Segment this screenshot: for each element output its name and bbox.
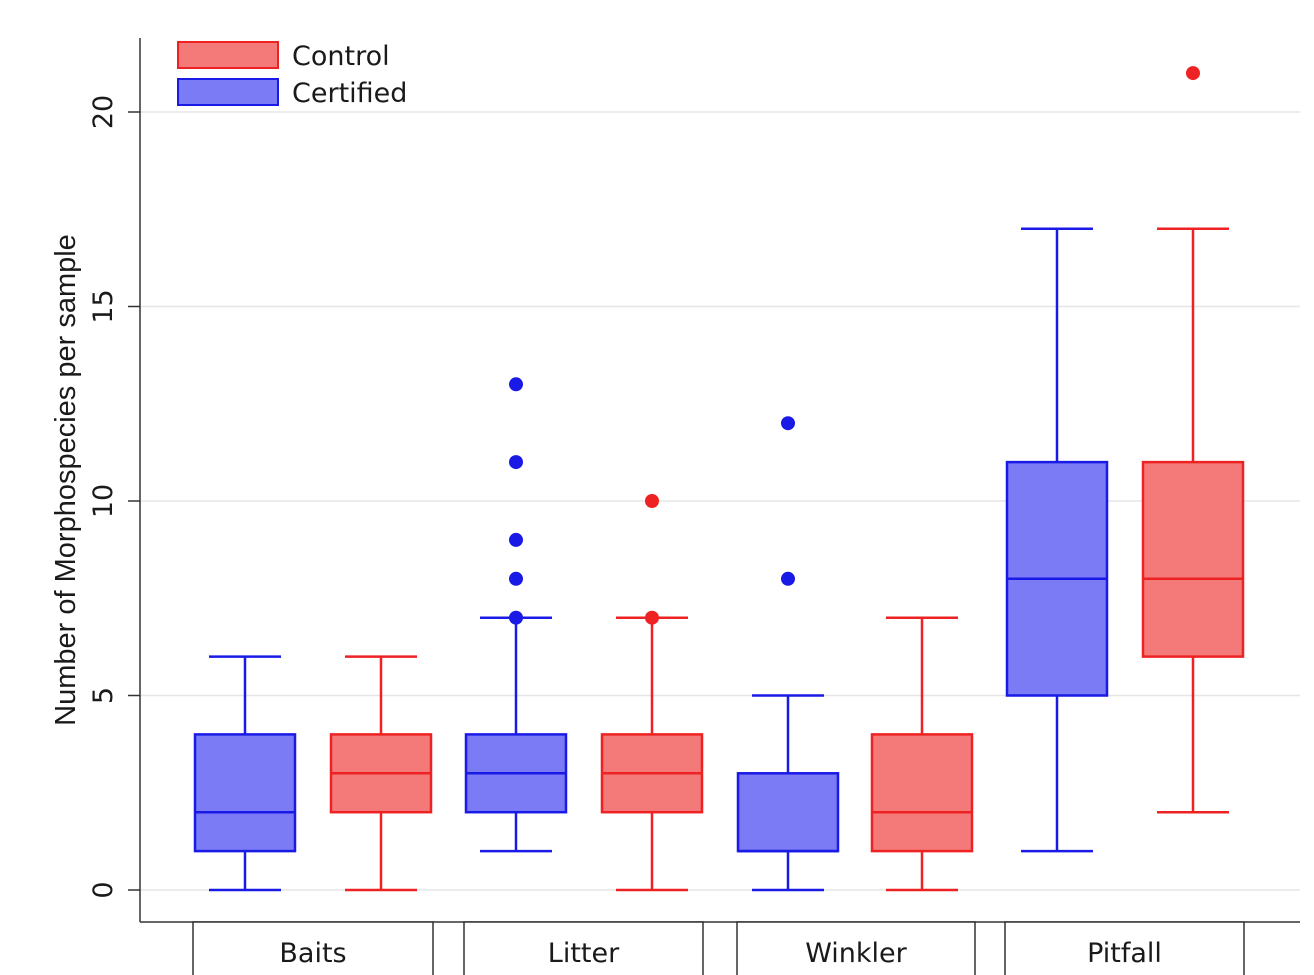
box-winkler-certified [736,416,840,892]
iqr-box [870,733,974,853]
box-litter-certified [464,377,568,853]
outlier-point [509,377,523,392]
panel-winkler: Winkler [736,921,976,975]
outlier-point [645,610,659,625]
legend-entry-control: Control [177,41,390,72]
box-baits-control [329,655,433,892]
outlier-point [509,455,523,470]
outlier-point [509,571,523,586]
box-baits-certified [193,655,297,892]
outlier-point [1186,66,1200,81]
plot-frame [140,38,1300,922]
outlier-point [781,571,795,586]
boxes-layer [193,66,1245,892]
legend-label: Control [292,41,390,72]
x-panel-labels: Baits Litter Winkler Pitfall [192,921,1245,975]
legend-label: Certified [292,78,407,109]
panel-label: Pitfall [1087,938,1162,969]
iqr-box [1141,460,1245,658]
outlier-point [509,532,523,547]
box-winkler-control [870,616,974,892]
legend: Control Certified [177,41,407,109]
panel-pitfall: Pitfall [1004,921,1245,975]
y-tick-label: 0 [88,881,119,898]
panel-litter: Litter [463,921,704,975]
iqr-box [193,733,297,853]
legend-swatch [177,41,279,69]
box-pitfall-certified [1005,227,1109,853]
panel-label: Winkler [805,938,907,969]
y-axis-label: Number of Morphospecies per sample [50,234,82,726]
panel-baits: Baits [192,921,434,975]
outlier-point [509,610,523,625]
outlier-point [781,416,795,431]
panel-box [192,921,434,975]
box-pitfall-control [1141,66,1245,814]
outlier-point [645,494,659,508]
y-tick-label: 5 [88,687,119,704]
y-tick-label: 10 [88,484,119,518]
panel-box [463,921,704,975]
iqr-box [736,772,840,853]
y-tick-label: 20 [88,95,119,129]
y-tick-label: 15 [88,289,119,323]
panel-box [1004,921,1245,975]
legend-entry-certified: Certified [177,78,407,109]
box-litter-control [600,494,704,892]
panel-label: Litter [548,938,620,969]
legend-swatch [177,78,279,106]
panel-label: Baits [279,938,346,969]
panel-box [736,921,976,975]
